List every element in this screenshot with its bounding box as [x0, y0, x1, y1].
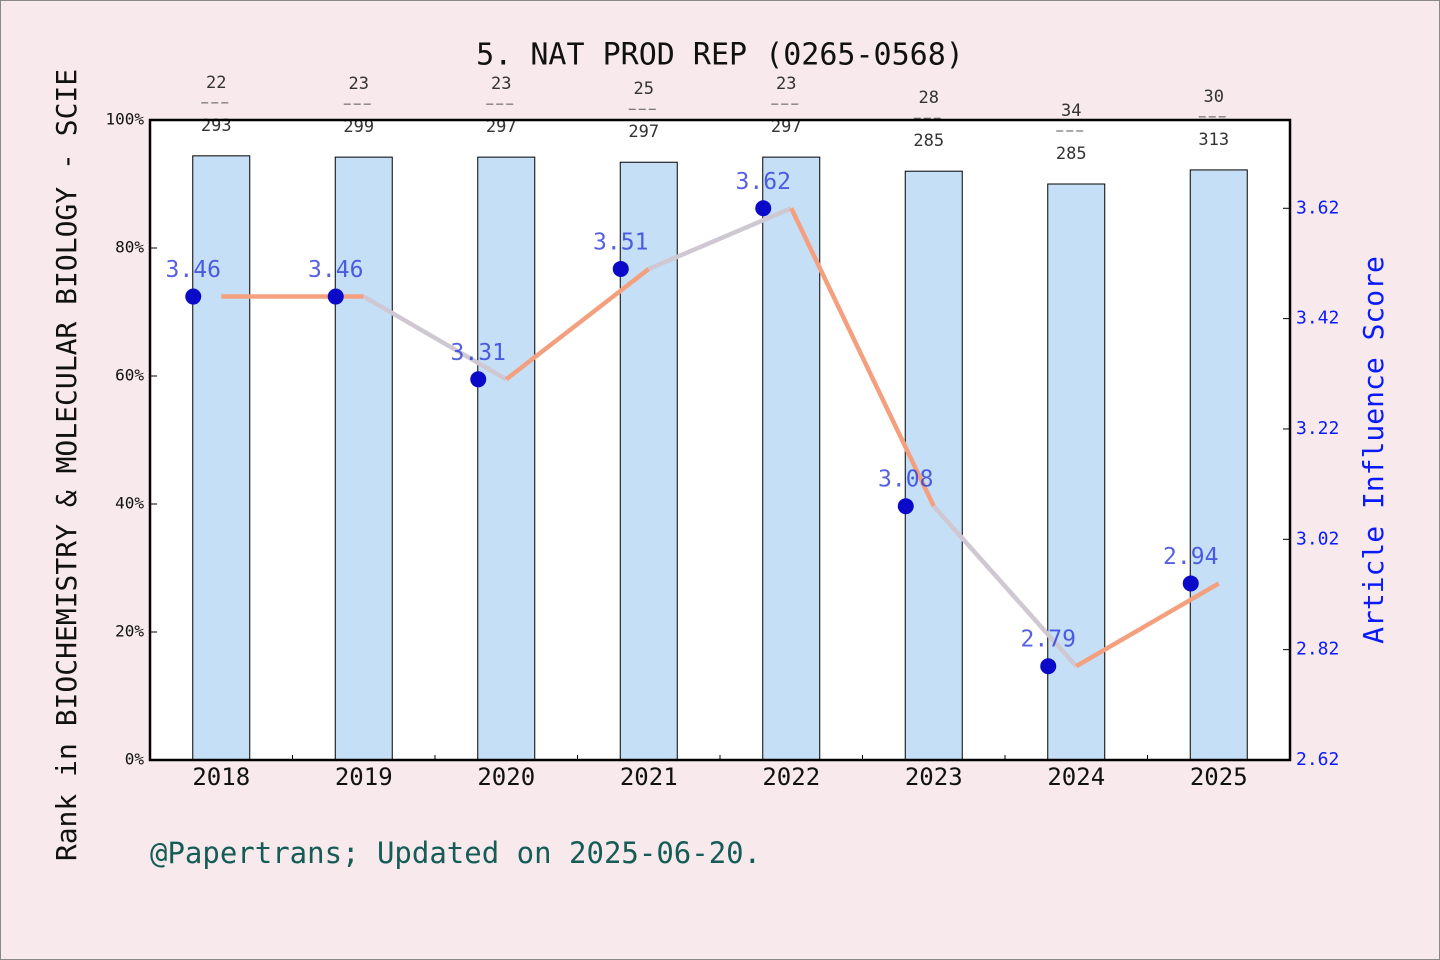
- bar: [192, 155, 251, 761]
- line-point: [612, 260, 629, 277]
- line-point: [327, 288, 344, 305]
- rank-label: 23: [349, 74, 369, 94]
- line-segment: [1075, 581, 1220, 669]
- y2-tick-label: 3.02: [1296, 528, 1339, 549]
- value-label: 3.08: [878, 467, 933, 493]
- line-point: [897, 498, 914, 515]
- y2-axis-label: Article Influence Score: [1357, 256, 1390, 644]
- total-label: 297: [486, 117, 517, 137]
- rank-label: 23: [491, 74, 511, 94]
- y2-tick-label: 3.22: [1296, 418, 1339, 439]
- line-point: [1182, 575, 1199, 592]
- rank-label: 25: [634, 79, 654, 99]
- y-tick-label: 40%: [115, 494, 144, 513]
- rank-label: 23: [776, 74, 796, 94]
- rank-label: 22: [206, 73, 226, 93]
- y-tick-label: 60%: [115, 366, 144, 385]
- total-label: 297: [628, 122, 659, 142]
- rank-label: 34: [1061, 101, 1081, 121]
- rank-label: 30: [1204, 87, 1224, 107]
- x-tick-label: 2020: [477, 763, 535, 791]
- y-tick-label: 80%: [115, 238, 144, 257]
- line-segment: [362, 294, 508, 382]
- x-tick-label: 2019: [335, 763, 393, 791]
- total-label: 285: [1056, 144, 1087, 164]
- value-label: 3.46: [308, 257, 363, 283]
- y-tick-label: 0%: [125, 750, 145, 769]
- x-tick-label: 2021: [620, 763, 678, 791]
- line-point: [1040, 658, 1057, 675]
- y2-tick-label: 3.62: [1296, 197, 1339, 218]
- y-tick-label: 20%: [115, 622, 144, 641]
- value-label: 2.94: [1163, 544, 1218, 570]
- value-label: 3.51: [593, 229, 648, 255]
- x-tick-label: 2024: [1047, 763, 1105, 791]
- line-segment: [647, 206, 793, 272]
- x-tick-label: 2023: [905, 763, 963, 791]
- y2-tick-label: 2.62: [1296, 749, 1339, 770]
- line-segment: [932, 504, 1078, 668]
- total-label: 313: [1198, 130, 1229, 150]
- footer: @Papertrans; Updated on 2025-06-20.: [150, 836, 761, 870]
- line-point: [755, 200, 772, 217]
- y2-tick-label: 3.42: [1296, 308, 1339, 329]
- chart-title: 5. NAT PROD REP (0265-0568): [476, 38, 964, 73]
- line-segment: [789, 207, 936, 508]
- line-segment: [504, 267, 651, 382]
- bar: [1047, 183, 1106, 761]
- y-axis-label: Rank in BIOCHEMISTRY & MOLECULAR BIOLOGY…: [50, 69, 83, 861]
- value-label: 3.31: [451, 340, 506, 366]
- total-label: 297: [771, 117, 802, 137]
- y-tick-label: 100%: [105, 110, 144, 129]
- plot-area: [150, 120, 1290, 760]
- bar: [477, 156, 536, 761]
- x-tick-label: 2018: [192, 763, 250, 791]
- value-label: 3.46: [166, 257, 221, 283]
- rank-label: 28: [919, 88, 939, 108]
- value-label: 3.62: [736, 169, 791, 195]
- bar: [334, 156, 393, 761]
- line-point: [470, 371, 487, 388]
- total-label: 299: [343, 117, 374, 137]
- y2-tick-label: 2.82: [1296, 639, 1339, 660]
- line-point: [185, 288, 202, 305]
- bar: [1189, 169, 1248, 761]
- value-label: 2.79: [1021, 627, 1076, 653]
- x-tick-label: 2025: [1190, 763, 1248, 791]
- x-tick-label: 2022: [762, 763, 820, 791]
- total-label: 285: [913, 131, 944, 151]
